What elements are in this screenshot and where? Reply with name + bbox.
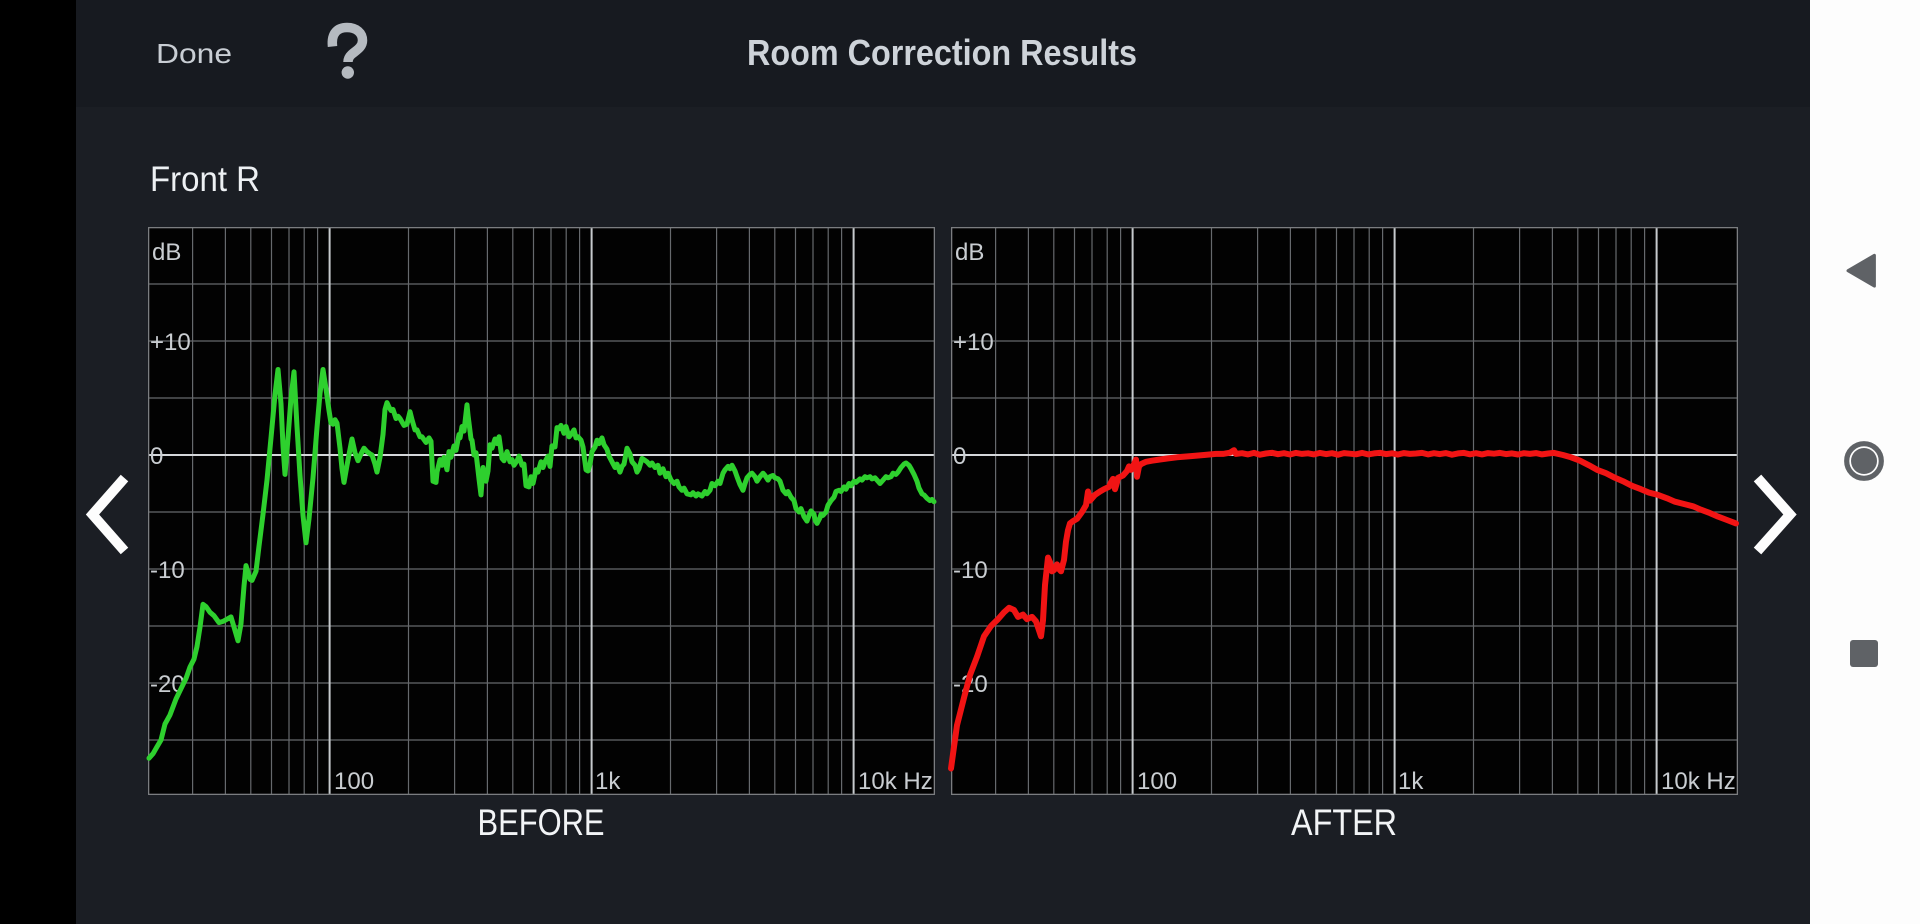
svg-text:+10: +10	[953, 329, 994, 356]
svg-text:AFTER: AFTER	[1291, 802, 1397, 843]
svg-text:1k: 1k	[1398, 768, 1424, 795]
svg-text:0: 0	[150, 443, 163, 470]
svg-text:dB: dB	[955, 239, 984, 266]
svg-text:100: 100	[334, 768, 374, 795]
svg-text:0: 0	[953, 443, 966, 470]
svg-text:-10: -10	[150, 557, 185, 584]
svg-text:100: 100	[1137, 768, 1177, 795]
svg-text:1k: 1k	[595, 768, 621, 795]
svg-text:Front R: Front R	[150, 160, 260, 199]
svg-text:Room Correction Results: Room Correction Results	[747, 32, 1137, 73]
svg-text:10k Hz: 10k Hz	[858, 768, 933, 795]
svg-text:+10: +10	[150, 329, 191, 356]
svg-text:BEFORE: BEFORE	[478, 802, 605, 843]
svg-text:-10: -10	[953, 557, 988, 584]
svg-text:10k Hz: 10k Hz	[1661, 768, 1736, 795]
svg-text:Done: Done	[156, 38, 232, 69]
svg-text:dB: dB	[152, 239, 181, 266]
